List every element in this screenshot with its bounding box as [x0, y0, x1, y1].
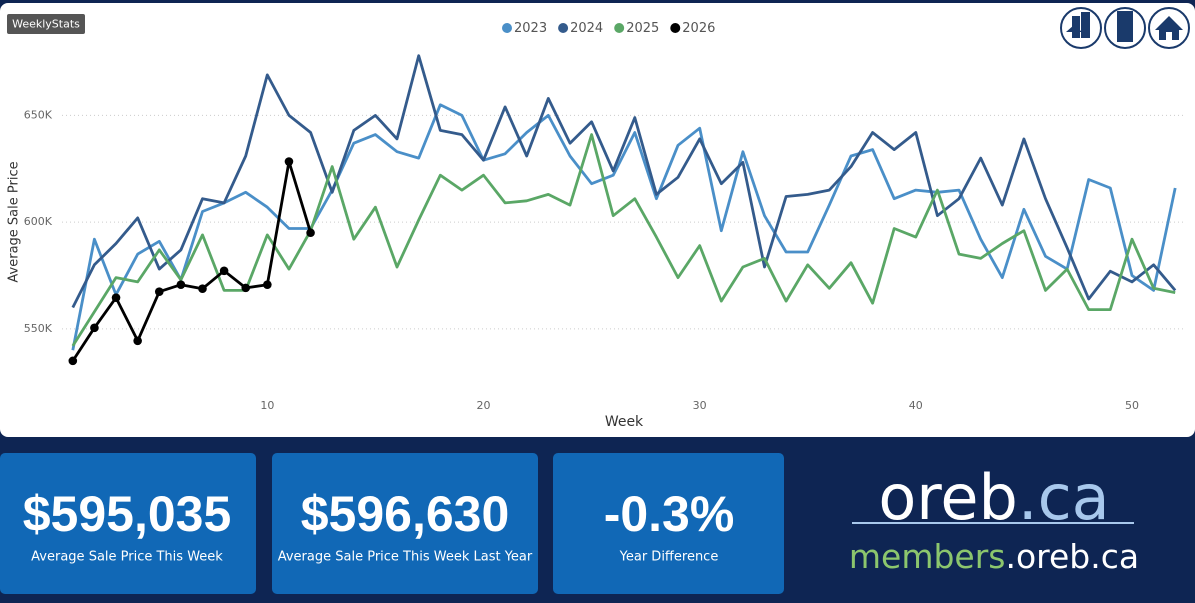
y-tick-label: 550K — [24, 322, 53, 335]
kpi-label: Average Sale Price This Week Last Year — [278, 550, 533, 565]
logo-sub: members.oreb.ca — [849, 537, 1139, 576]
nav-button[interactable] — [1148, 7, 1190, 49]
data-point — [219, 266, 229, 276]
x-tick-label: 40 — [909, 399, 923, 412]
kpi-value: -0.3% — [604, 486, 735, 542]
kpi-value: $595,035 — [23, 486, 232, 542]
data-point — [90, 323, 99, 333]
badge-bg — [7, 14, 85, 34]
logo-main: oreb.ca — [878, 461, 1109, 534]
kpi-card — [272, 453, 538, 594]
kpi-label: Average Sale Price This Week — [31, 550, 223, 565]
data-point — [263, 280, 272, 289]
data-point — [68, 356, 78, 366]
legend-marker — [502, 23, 512, 33]
logo-text: .oreb.ca — [1005, 537, 1139, 576]
legend: 2023 2024 2025 2026 — [502, 21, 715, 36]
y-tick-label: 600K — [24, 215, 53, 228]
x-tick-label: 20 — [477, 399, 491, 412]
legend-marker — [614, 23, 625, 33]
badge: WeeklyStats — [12, 18, 80, 31]
y-axis-label: Average Sale Price — [7, 161, 22, 282]
data-point — [133, 336, 142, 346]
data-point — [241, 283, 251, 293]
plot: 550K 600K 650K 10 20 30 40 50 — [24, 54, 1186, 412]
data-point — [284, 157, 294, 166]
legend-label: 2025 — [626, 21, 659, 36]
logo-text: members — [849, 537, 1006, 576]
series-line — [71, 160, 312, 362]
data-point — [176, 280, 186, 289]
kpi-label: Year Difference — [619, 550, 719, 565]
legend-label: 2026 — [682, 21, 715, 36]
x-tick-label: 10 — [260, 399, 274, 412]
series-line — [71, 133, 1176, 347]
logo: oreb.ca members.oreb.ca — [849, 461, 1139, 575]
x-tick-label: 50 — [1125, 399, 1139, 412]
data-point — [111, 293, 121, 302]
data-point — [198, 284, 207, 294]
legend-marker — [558, 23, 569, 33]
logo-text: .ca — [1018, 461, 1110, 534]
x-axis-label: Week — [605, 414, 644, 430]
kpi-card — [0, 453, 256, 594]
chart-panel — [0, 3, 1195, 437]
y-tick-label: 650K — [24, 108, 53, 121]
series-line — [71, 103, 1177, 351]
legend-marker — [670, 23, 681, 33]
nav-button[interactable] — [1104, 7, 1146, 49]
data-point — [306, 228, 315, 238]
legend-label: 2024 — [570, 21, 603, 36]
series-line — [71, 54, 1177, 309]
kpi-cards: $595,035 Average Sale Price This Week $5… — [0, 453, 784, 594]
logo-rule — [852, 522, 1134, 524]
legend-label: 2023 — [514, 21, 547, 36]
logo-text: oreb — [878, 461, 1018, 534]
nav-button[interactable] — [1060, 7, 1102, 49]
nav-buttons — [1060, 7, 1190, 49]
kpi-card — [553, 453, 784, 594]
data-point — [154, 287, 164, 297]
x-tick-label: 30 — [693, 399, 707, 412]
kpi-value: $596,630 — [301, 486, 510, 542]
